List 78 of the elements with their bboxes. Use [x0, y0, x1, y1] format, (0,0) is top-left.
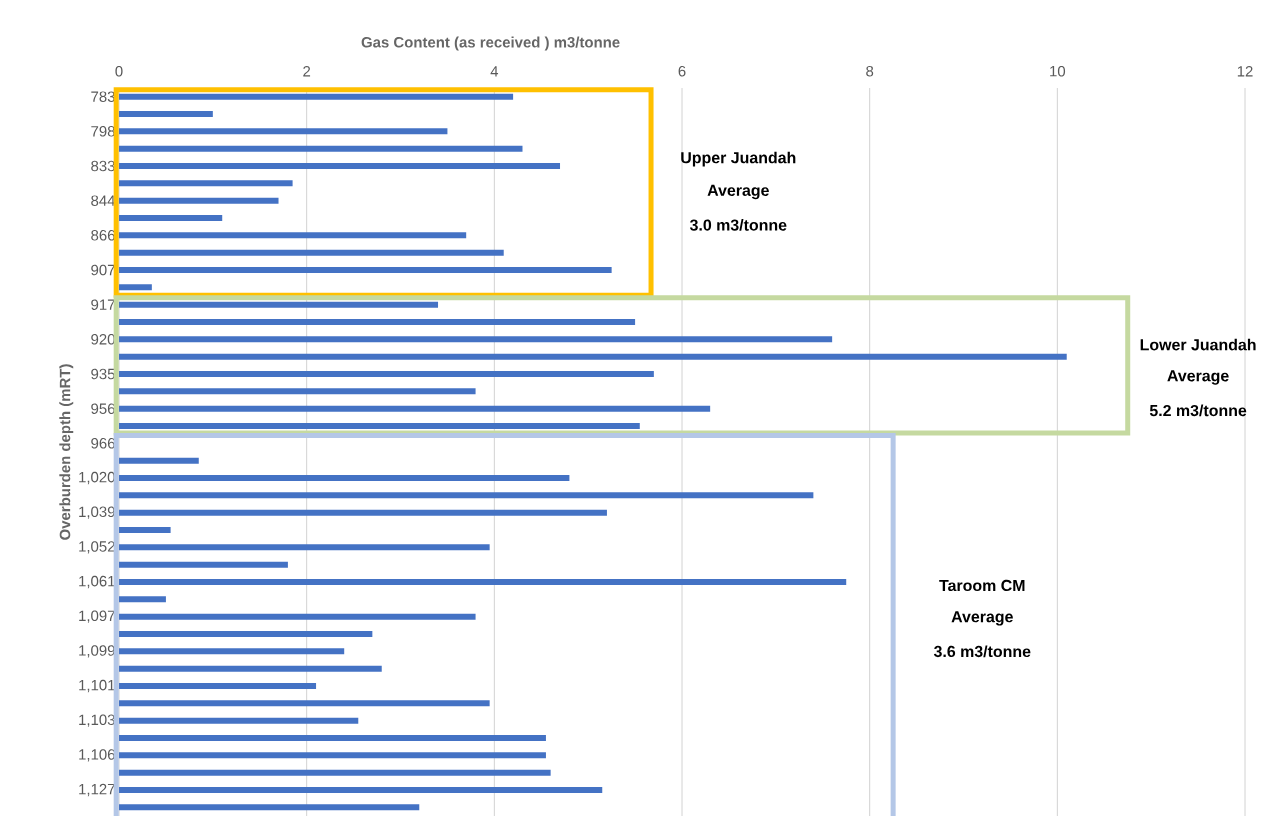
y-tick-label: 1,101 [79, 679, 115, 693]
y-axis-title: Overburden depth (mRT) [59, 364, 74, 540]
annotation: 3.0 m3/tonne [689, 219, 787, 231]
bar [119, 631, 373, 638]
annotation: Average [951, 611, 1013, 626]
y-tick-label: 798 [91, 126, 115, 137]
bar [119, 301, 439, 308]
bar [119, 527, 171, 534]
bar [119, 423, 640, 430]
y-tick-label: 783 [91, 91, 115, 102]
bar [119, 665, 382, 672]
bar [119, 579, 847, 586]
bar [119, 509, 607, 516]
x-tick-label: 8 [866, 65, 874, 77]
bar [119, 683, 317, 690]
y-tick-label: 1,039 [79, 506, 115, 519]
bar [119, 492, 814, 499]
bar [119, 735, 546, 742]
y-tick-label: 833 [91, 160, 115, 172]
y-tick-label: 844 [91, 195, 116, 206]
bar [119, 648, 345, 655]
bar [119, 163, 561, 169]
bar [119, 700, 490, 707]
bar [119, 752, 546, 759]
annotation: 5.2 m3/tonne [1149, 404, 1247, 417]
x-tick-label: 10 [1050, 65, 1066, 77]
bar [119, 544, 490, 551]
y-tick-label: 1,099 [79, 645, 115, 658]
bar [119, 371, 654, 378]
annotation: Lower Juandah [1140, 338, 1256, 351]
annotation: 3.6 m3/tonne [933, 645, 1031, 658]
annotation: Average [1167, 370, 1229, 385]
x-tick-label: 4 [490, 66, 499, 77]
annotation: Average [707, 184, 769, 200]
bar [119, 284, 152, 291]
annotation: Taroom CM [939, 579, 1025, 592]
x-axis-title: Gas Content (as received ) m3/tonne [361, 36, 620, 51]
y-tick-label: 1,103 [79, 714, 115, 727]
bar [119, 215, 223, 221]
bar [119, 457, 199, 464]
bar [119, 405, 711, 412]
bar [119, 267, 612, 273]
annotation: Upper Juandah [681, 151, 796, 167]
x-tick-label: 0 [115, 65, 123, 77]
y-tick-label: 1,106 [79, 749, 115, 762]
bar [119, 232, 467, 239]
y-tick-label: 866 [91, 230, 115, 241]
bar [119, 145, 523, 152]
bar [119, 319, 636, 325]
y-tick-label: 1,097 [79, 610, 115, 623]
bar [119, 197, 279, 204]
y-tick-label: 956 [91, 403, 115, 414]
bar [119, 787, 603, 794]
y-tick-label: 1,127 [79, 783, 115, 797]
y-tick-label: 1,061 [79, 575, 115, 589]
bar [119, 388, 476, 395]
x-tick-label: 6 [678, 65, 686, 77]
y-tick-label: 935 [91, 368, 115, 380]
y-tick-label: 917 [91, 299, 115, 310]
bar [119, 353, 1067, 360]
bar [119, 93, 514, 100]
x-tick-label: 2 [303, 66, 311, 77]
bar [119, 111, 213, 117]
bar [119, 180, 293, 187]
y-tick-label: 1,052 [79, 541, 115, 554]
bar [119, 769, 551, 776]
bar [119, 475, 570, 482]
bar [119, 596, 166, 603]
bar [119, 336, 833, 343]
y-tick-label: 966 [91, 438, 115, 449]
bar [119, 128, 448, 135]
bar [119, 804, 420, 811]
bar [119, 249, 504, 256]
y-tick-label: 907 [91, 264, 115, 276]
bar [119, 561, 288, 568]
bar [119, 613, 476, 620]
bar [119, 717, 359, 724]
x-tick-label: 12 [1237, 66, 1253, 77]
